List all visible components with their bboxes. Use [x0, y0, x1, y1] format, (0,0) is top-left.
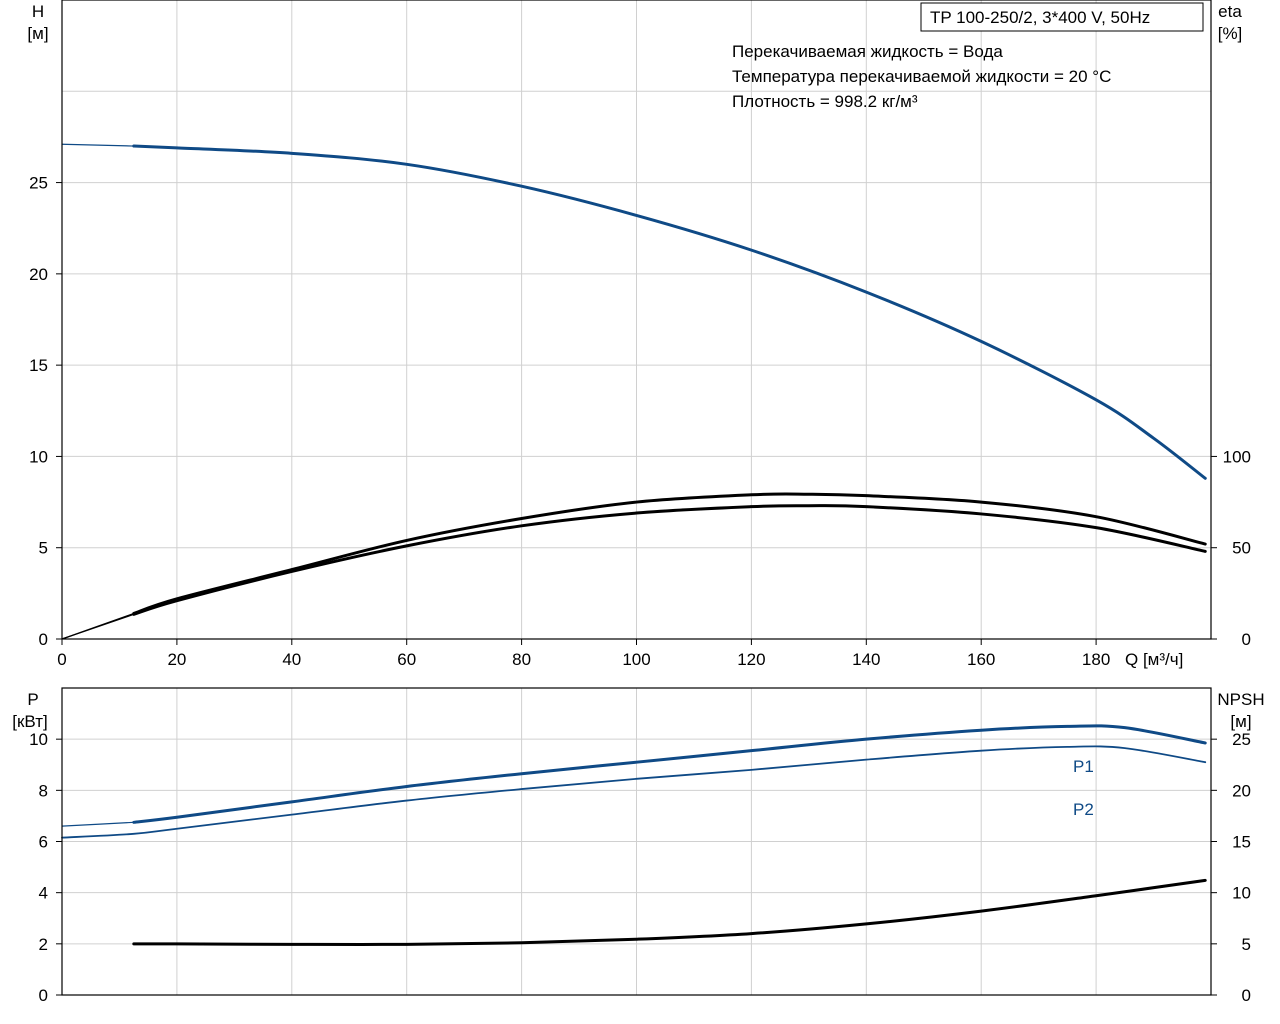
curve-0-2 — [132, 504, 1207, 616]
y-right-tick-label: 50 — [1232, 539, 1251, 558]
x-tick-label: 180 — [1082, 650, 1110, 669]
curve-0-0-extension — [61, 143, 134, 147]
info-liquid: Перекачиваемая жидкость = Вода — [732, 42, 1003, 61]
y-left-tick-label: 6 — [39, 833, 48, 852]
top-panel-curves — [61, 143, 1207, 640]
npsh-axis-unit: [м] — [1230, 712, 1251, 731]
x-tick-label: 20 — [167, 650, 186, 669]
y-right-tick-label: 100 — [1223, 447, 1251, 466]
head-axis-unit: [м] — [27, 24, 48, 43]
curve-1-2 — [132, 878, 1207, 946]
x-tick-label: 140 — [852, 650, 880, 669]
info-temperature: Температура перекачиваемой жидкости = 20… — [732, 67, 1111, 86]
x-tick-label: 80 — [512, 650, 531, 669]
y-right-tick-label: 5 — [1242, 935, 1251, 954]
title-box — [920, 2, 1204, 32]
top-panel-grid — [62, 0, 1211, 639]
y-left-tick-label: 20 — [29, 265, 48, 284]
series-label-p1: P1 — [1073, 757, 1094, 776]
curve-0-0 — [132, 144, 1207, 480]
y-right-tick-label: 0 — [1242, 630, 1251, 649]
y-right-tick-label: 10 — [1232, 884, 1251, 903]
chart-title: TP 100-250/2, 3*400 V, 50Hz — [930, 8, 1150, 27]
bottom-panel-ticks: 0 2 4 6 8 10 0 5 10 15 20 25 — [29, 730, 1251, 1005]
power-axis-label: P — [27, 690, 38, 709]
x-tick-label: 100 — [622, 650, 650, 669]
y-left-tick-label: 2 — [39, 935, 48, 954]
eta-axis-unit: [%] — [1218, 24, 1243, 43]
eta-axis-label: eta — [1218, 2, 1242, 21]
top-panel-ticks: 0 20 40 60 80 100 120 140 160 180 0 5 10 15 20 25 0 50 100 — [29, 174, 1251, 669]
info-density: Плотность = 998.2 кг/м³ — [732, 92, 918, 111]
series-label-p2: P2 — [1073, 800, 1094, 819]
curve-p1 — [132, 724, 1207, 824]
y-left-tick-label: 5 — [39, 539, 48, 558]
curve-0-2-extension — [61, 613, 135, 640]
curve-0-1 — [132, 492, 1207, 615]
x-tick-label: 0 — [57, 650, 66, 669]
y-left-tick-label: 25 — [29, 174, 48, 193]
power-axis-unit: [кВт] — [12, 712, 47, 731]
curve-p1-extension — [61, 821, 134, 827]
curve-p2 — [61, 745, 1207, 839]
y-left-tick-label: 10 — [29, 730, 48, 749]
bottom-panel-curves — [61, 724, 1207, 946]
x-tick-label: 40 — [282, 650, 301, 669]
y-left-tick-label: 0 — [39, 630, 48, 649]
y-left-tick-label: 4 — [39, 884, 48, 903]
y-right-tick-label: 0 — [1242, 986, 1251, 1005]
y-left-tick-label: 15 — [29, 356, 48, 375]
head-axis-label: H — [32, 2, 44, 21]
y-right-tick-label: 15 — [1232, 833, 1251, 852]
x-tick-label: 60 — [397, 650, 416, 669]
y-left-tick-label: 0 — [39, 986, 48, 1005]
y-left-tick-label: 10 — [29, 447, 48, 466]
flow-axis-label: Q [м³/ч] — [1125, 650, 1183, 669]
x-tick-label: 160 — [967, 650, 995, 669]
npsh-axis-label: NPSH — [1217, 690, 1264, 709]
y-right-tick-label: 25 — [1232, 730, 1251, 749]
y-right-tick-label: 20 — [1232, 781, 1251, 800]
x-tick-label: 120 — [737, 650, 765, 669]
y-left-tick-label: 8 — [39, 781, 48, 800]
